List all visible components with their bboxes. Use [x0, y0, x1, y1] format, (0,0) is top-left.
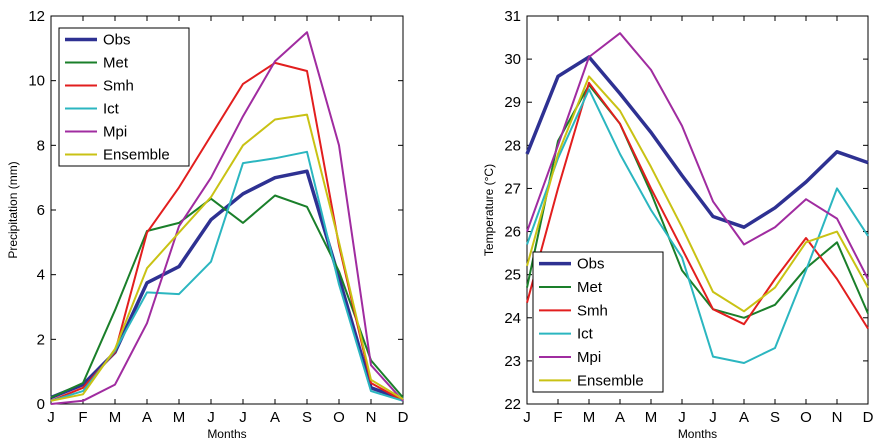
series-line-mpi	[50, 31, 404, 405]
x-tick-label: N	[832, 409, 843, 426]
y-tick-label: 30	[504, 51, 521, 68]
x-tick-label: F	[553, 409, 562, 426]
series-line-ensemble	[50, 113, 404, 402]
legend-label-obs: Obs	[577, 256, 605, 273]
legend-label-mpi: Mpi	[103, 124, 127, 141]
legend-label-ensemble: Ensemble	[103, 147, 170, 164]
y-tick-label: 23	[504, 353, 521, 370]
x-axis-label: Months	[207, 427, 246, 441]
legend-label-met: Met	[577, 279, 603, 296]
y-tick-label: 27	[504, 180, 521, 197]
x-tick-label: J	[47, 409, 55, 426]
y-tick-label: 24	[504, 310, 521, 327]
x-tick-label: D	[398, 409, 409, 426]
y-tick-label: 8	[37, 137, 45, 154]
x-tick-label: D	[863, 409, 874, 426]
x-tick-label: A	[615, 409, 625, 426]
x-tick-label: J	[678, 409, 686, 426]
x-axis-label: Months	[678, 427, 717, 441]
y-tick-label: 26	[504, 224, 521, 241]
y-tick-label: 6	[37, 202, 45, 219]
legend-label-smh: Smh	[103, 78, 134, 95]
legend-label-obs: Obs	[103, 32, 131, 49]
y-axis-label: Temperature (°C)	[482, 164, 496, 256]
y-tick-label: 25	[504, 267, 521, 284]
series-line-mpi	[526, 32, 869, 280]
x-tick-label: M	[173, 409, 186, 426]
temperature-chart: J F M A M J J A S O N D 22 23 24 25 26 27 28 29 30 31 Months Te…	[482, 8, 874, 441]
legend-box	[532, 251, 664, 393]
legend: Obs Met Smh Ict Mpi Ensemble	[58, 27, 190, 167]
series-line-ensemble	[526, 75, 869, 313]
x-tick-label: F	[78, 409, 87, 426]
legend-label-smh: Smh	[577, 302, 608, 319]
y-axis-label: Precipitation (mm)	[6, 161, 20, 258]
x-tick-label: M	[645, 409, 658, 426]
legend-label-met: Met	[103, 55, 129, 72]
y-tick-label: 0	[37, 396, 45, 413]
series-line-obs	[525, 55, 869, 229]
x-tick-label: J	[239, 409, 247, 426]
x-tick-label: M	[109, 409, 122, 426]
series-line-ict	[526, 88, 869, 364]
y-tick-label: 4	[37, 267, 45, 284]
y-tick-label: 31	[504, 8, 521, 25]
x-tick-label: A	[739, 409, 749, 426]
x-tick-label: O	[333, 409, 345, 426]
legend-box	[58, 27, 190, 167]
y-tick-label: 2	[37, 331, 45, 348]
series-line-met	[526, 84, 869, 319]
x-tick-label: J	[207, 409, 215, 426]
y-tick-label: 28	[504, 137, 521, 154]
y-tick-label: 22	[504, 396, 521, 413]
x-tick-label: J	[523, 409, 531, 426]
y-tick-label: 10	[28, 73, 45, 90]
legend-label-ict: Ict	[577, 326, 594, 343]
precipitation-chart: J F M A M J J A S O N D 0 2 4 6 8 10 12 Months Precipitation…	[6, 8, 409, 441]
legend-label-mpi: Mpi	[577, 349, 601, 366]
legend-label-ensemble: Ensemble	[577, 372, 644, 389]
x-tick-label: S	[770, 409, 780, 426]
x-tick-label: A	[270, 409, 280, 426]
x-tick-label: A	[142, 409, 152, 426]
plot-frame	[526, 15, 869, 405]
legend-label-ict: Ict	[103, 101, 120, 118]
y-tick-label: 12	[28, 8, 45, 25]
x-tick-label: M	[583, 409, 596, 426]
legend: Obs Met Smh Ict Mpi Ensemble	[532, 251, 664, 393]
x-tick-label: N	[366, 409, 377, 426]
x-tick-label: J	[709, 409, 717, 426]
y-tick-label: 29	[504, 94, 521, 111]
x-tick-label: O	[800, 409, 812, 426]
x-tick-label: S	[302, 409, 312, 426]
